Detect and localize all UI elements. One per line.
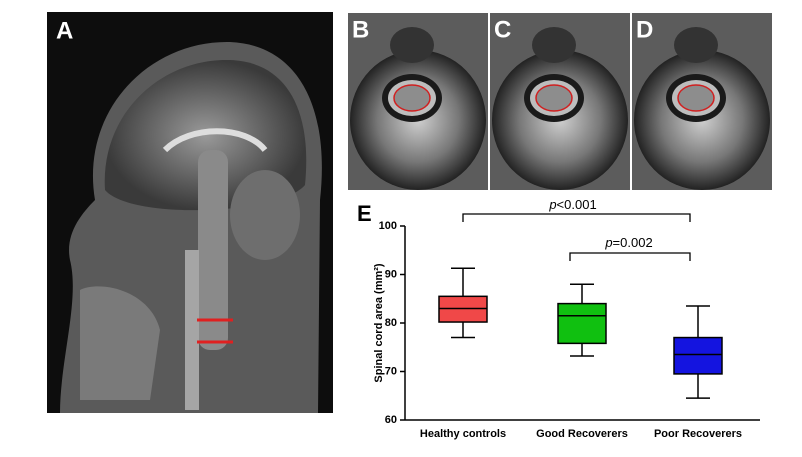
panel-label: A <box>56 17 73 44</box>
cord <box>393 84 431 112</box>
p-text: <0.001 <box>557 197 597 212</box>
y-tick-label: 90 <box>385 268 397 280</box>
y-tick-label: 70 <box>385 365 397 377</box>
vertebra <box>674 27 718 63</box>
x-tick-label: Poor Recoverers <box>654 428 742 440</box>
y-axis-label: Spinal cord area (mm²) <box>373 263 385 383</box>
p-text: =0.002 <box>613 235 653 250</box>
p-symbol: p <box>548 197 556 212</box>
mri-axial: B <box>348 13 488 190</box>
y-tick-label: 80 <box>385 317 397 329</box>
mri-sagittal: A <box>47 12 333 414</box>
x-tick-label: Good Recoverers <box>536 428 628 440</box>
p-symbol: p <box>604 235 612 250</box>
cord <box>535 84 573 112</box>
vertebra <box>390 27 434 63</box>
panel-label: D <box>636 16 653 43</box>
box <box>557 302 607 345</box>
mri-axial: D <box>632 13 772 190</box>
y-tick-label: 60 <box>385 414 397 426</box>
p-value: p=0.002 <box>604 235 652 250</box>
box-plot: E Spinal cord area (mm²) 60 70 80 90 100 Heal… <box>357 197 760 440</box>
significance-bracket <box>569 252 691 261</box>
panel-label: C <box>494 16 511 43</box>
panel-label: E <box>357 201 372 226</box>
x-tick-label: Healthy controls <box>420 428 506 440</box>
vertebra <box>532 27 576 63</box>
cord <box>677 84 715 112</box>
panel-label: B <box>352 16 369 43</box>
mri-axial: C <box>490 13 630 190</box>
box <box>673 336 723 375</box>
significance-bracket <box>462 213 691 222</box>
y-tick-label: 100 <box>379 220 397 232</box>
p-value: p<0.001 <box>548 197 596 212</box>
mri-axial-panels: B C D <box>348 13 772 190</box>
